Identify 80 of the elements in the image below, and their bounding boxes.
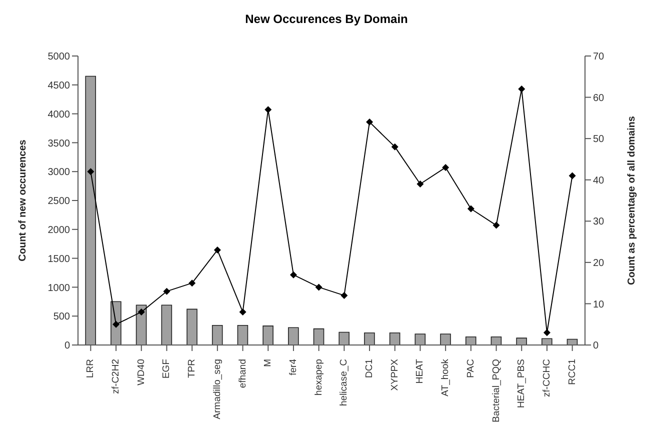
point	[543, 329, 550, 336]
y-tick-label: 0	[64, 340, 70, 352]
point	[264, 106, 272, 114]
point	[163, 288, 170, 295]
y-tick-label: 4500	[48, 80, 70, 92]
bar	[161, 304, 172, 345]
y2-tick-label: 40	[593, 175, 605, 186]
x-tick-label: PAC	[465, 358, 476, 378]
bar	[440, 334, 451, 345]
point	[442, 164, 450, 171]
point	[391, 143, 398, 150]
y2-tick-label: 50	[593, 134, 605, 146]
x-tick-label: HEAT_PBS	[516, 359, 528, 408]
point	[492, 222, 500, 229]
point	[518, 86, 526, 93]
point	[340, 292, 348, 299]
bar	[389, 332, 400, 345]
bar	[364, 332, 375, 345]
x-tick-label: Bacterial_PQQ	[490, 359, 502, 422]
y-tick-label: 3500	[48, 138, 70, 150]
x-tick-label: WD40	[136, 359, 147, 386]
y2-tick-label: 70	[593, 52, 605, 63]
y-tick-label: 500	[53, 312, 70, 323]
y2-tick-label: 10	[593, 299, 605, 310]
x-tick-label: zf-C2H2	[110, 359, 122, 394]
y2-axis-title: Count as percentage of all domains	[626, 116, 638, 285]
x-tick-label: hexapep	[313, 359, 324, 396]
y2-tick-label: 30	[593, 216, 605, 228]
x-tick-label: fer4	[288, 359, 299, 376]
bar	[212, 324, 223, 345]
y-tick-label: 1500	[48, 254, 70, 265]
y-tick-label: 2500	[48, 196, 70, 208]
bar	[85, 76, 96, 345]
bar	[516, 338, 527, 345]
y-tick-label: 1000	[48, 282, 70, 294]
y2-tick-label: 0	[593, 340, 599, 352]
point	[188, 280, 196, 287]
x-tick-label: RCC1	[566, 359, 578, 385]
bar	[313, 328, 324, 345]
x-tick-label: zf-CCHC	[541, 358, 552, 397]
x-tick-label: XYPPX	[389, 358, 400, 391]
bar	[186, 308, 198, 345]
chart-title: New Occurences By Domain	[244, 11, 409, 28]
bar	[490, 336, 502, 345]
y-axis-title: Count of new occurences	[18, 139, 29, 262]
point	[416, 180, 424, 188]
point	[568, 172, 576, 180]
x-tick-label: M	[262, 358, 274, 367]
y-tick-label: 2000	[48, 224, 70, 236]
bar	[542, 338, 552, 345]
point	[87, 168, 94, 176]
x-tick-label: LRR	[85, 358, 96, 378]
bar	[262, 326, 274, 345]
point	[315, 284, 322, 291]
bar	[465, 336, 476, 345]
y-tick-label: 4000	[48, 109, 70, 120]
point	[112, 320, 120, 328]
x-tick-label: HEAT	[414, 358, 426, 384]
point	[290, 271, 297, 278]
y-tick-label: 3000	[48, 167, 70, 178]
point	[214, 246, 221, 254]
y-tick-label: 5000	[48, 52, 70, 63]
point	[366, 118, 374, 126]
x-tick-label: helicase_C	[338, 358, 350, 406]
bar	[237, 324, 248, 345]
x-tick-label: TPR	[186, 358, 198, 378]
y2-tick-label: 60	[593, 92, 605, 104]
y2-tick-label: 20	[593, 258, 605, 269]
point	[467, 205, 474, 212]
bar	[288, 327, 299, 345]
x-tick-label: Armadillo_seg	[212, 359, 223, 420]
x-tick-label: AT_hook	[440, 358, 452, 396]
bar	[338, 332, 350, 345]
point	[138, 308, 145, 316]
x-tick-label: EGF	[161, 358, 172, 379]
x-tick-label: efhand	[237, 359, 248, 388]
bar	[136, 304, 147, 345]
x-tick-label: DC1	[364, 359, 376, 378]
bar	[414, 334, 426, 345]
point	[239, 308, 246, 316]
